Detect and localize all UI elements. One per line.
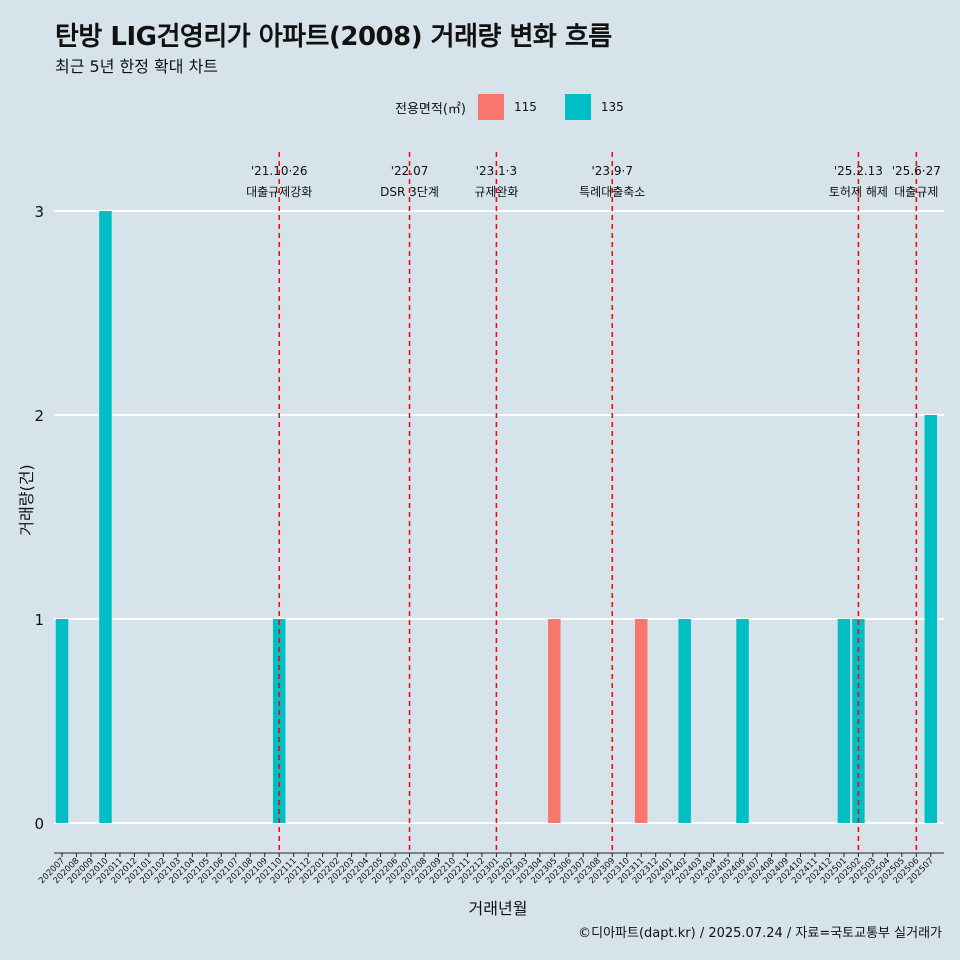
y-tick-label: 0 — [34, 815, 44, 833]
legend-swatch-135 — [564, 94, 591, 120]
x-axis-title: 거래년월 — [469, 899, 528, 918]
axes: 0123202007202008202009202010202011202012… — [34, 203, 944, 886]
bar-202305-115 — [548, 619, 561, 823]
source-caption: ©디아파트(dapt.kr) / 2025.07.24 / 자료=국토교통부 실… — [578, 926, 942, 941]
y-axis-title: 거래량(건) — [17, 464, 36, 535]
gridlines — [54, 210, 944, 824]
legend-label-115: 115 — [513, 100, 537, 114]
event-name-label: 토허제 해제 — [829, 185, 888, 199]
legend: 전용면적(㎡) 115 135 — [395, 94, 652, 120]
y-tick-label: 2 — [34, 407, 44, 425]
bar-202501-135 — [837, 619, 851, 823]
event-name-label: 대출규제강화 — [246, 185, 312, 199]
event-date-label: '23.1·3 — [476, 164, 517, 178]
legend-swatch-115 — [477, 94, 504, 120]
event-date-label: '25.6·27 — [892, 164, 941, 178]
event-date-label: '23.9·7 — [592, 164, 633, 178]
bar-202010-135 — [99, 211, 112, 823]
event-name-label: 규제완화 — [474, 185, 518, 199]
bar-202007-135 — [55, 619, 69, 823]
event-date-label: '21.10·26 — [251, 164, 308, 178]
event-name-label: 특례대출축소 — [579, 185, 645, 199]
event-date-label: '25.2.13 — [834, 164, 883, 178]
legend-title: 전용면적(㎡) — [395, 101, 466, 117]
bar-202406-135 — [736, 619, 749, 823]
chart-title: 탄방 LIG건영리가 아파트(2008) 거래량 변화 흐름 — [55, 22, 612, 52]
bar-202507-135 — [924, 415, 938, 823]
event-markers: '21.10·26 대출규제강화 '22.07 DSR 3단계 '23.1·3 규제완화 '… — [246, 152, 941, 852]
chart-subtitle: 최근 5년 한정 확대 차트 — [55, 57, 219, 76]
event-name-label: DSR 3단계 — [380, 185, 439, 199]
bars — [55, 211, 938, 823]
bar-202402-135 — [678, 619, 691, 823]
event-name-label: 대출규제 — [894, 185, 938, 199]
bar-202311-115 — [634, 619, 648, 823]
y-tick-label: 3 — [34, 203, 44, 221]
event-date-label: '22.07 — [391, 164, 429, 178]
legend-label-135: 135 — [600, 100, 624, 114]
y-tick-label: 1 — [34, 611, 44, 629]
